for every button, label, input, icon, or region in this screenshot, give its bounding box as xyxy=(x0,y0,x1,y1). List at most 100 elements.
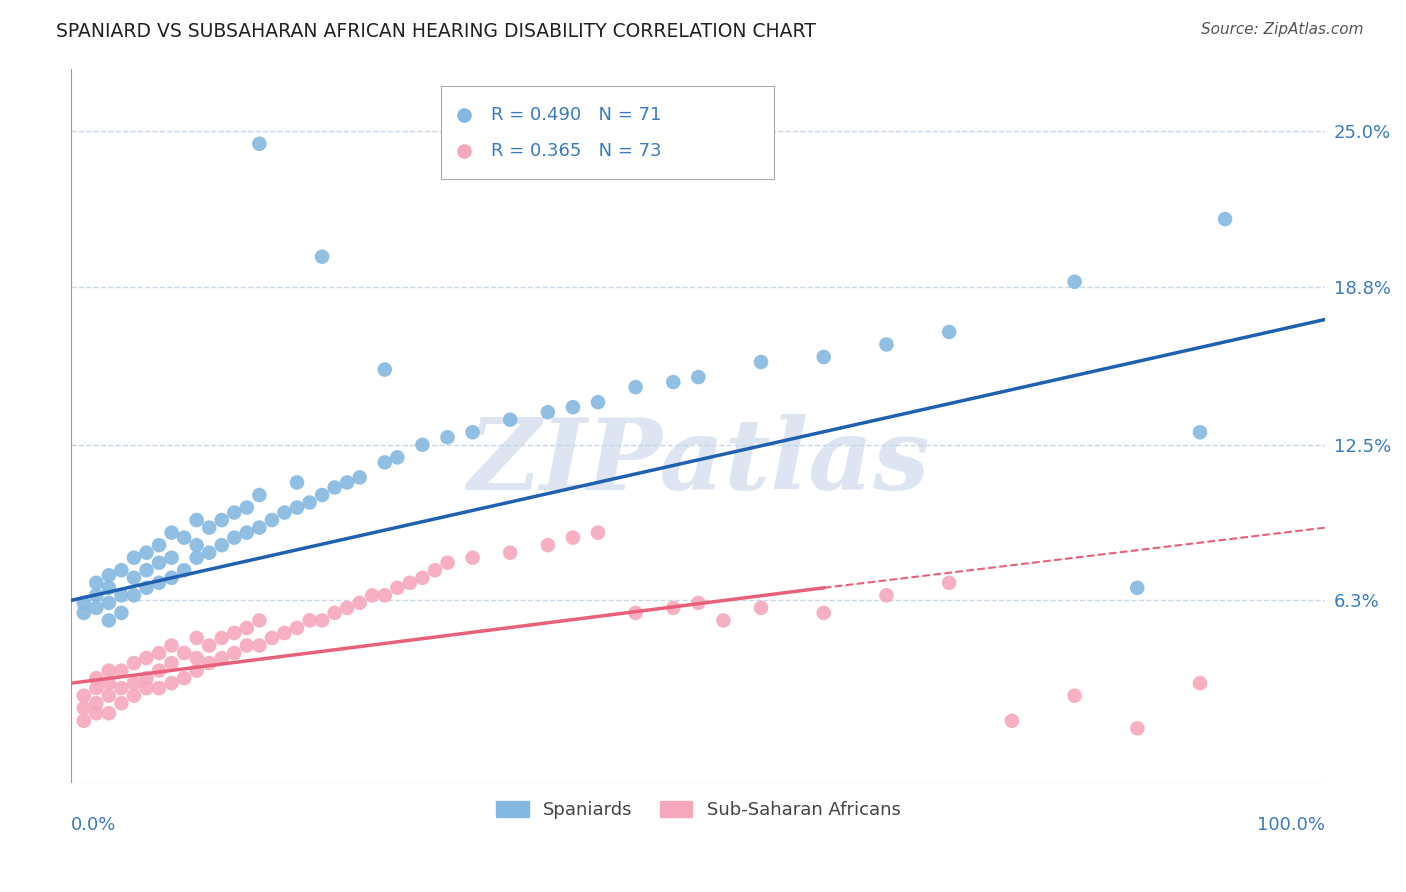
Point xyxy=(1063,689,1085,703)
Point xyxy=(122,656,145,670)
Point xyxy=(387,450,409,465)
Point xyxy=(662,600,685,615)
Point xyxy=(374,455,396,469)
Point xyxy=(86,696,108,710)
Point xyxy=(236,621,259,635)
Point xyxy=(285,500,308,515)
Point xyxy=(148,664,170,678)
Point xyxy=(173,531,195,545)
Point xyxy=(499,546,522,560)
Point xyxy=(211,651,233,665)
Point xyxy=(285,621,308,635)
Point xyxy=(1063,275,1085,289)
Point xyxy=(110,681,132,695)
Text: 0.0%: 0.0% xyxy=(72,815,117,834)
Point xyxy=(875,588,897,602)
Legend: Spaniards, Sub-Saharan Africans: Spaniards, Sub-Saharan Africans xyxy=(486,792,910,828)
Point xyxy=(97,676,120,690)
Point xyxy=(86,671,108,685)
Point xyxy=(73,714,96,728)
Point xyxy=(361,588,384,602)
Point xyxy=(1188,676,1211,690)
Point xyxy=(97,596,120,610)
Point xyxy=(236,500,259,515)
Point xyxy=(323,480,346,494)
Point xyxy=(173,646,195,660)
Point xyxy=(273,626,295,640)
Point xyxy=(1126,581,1149,595)
Point xyxy=(285,475,308,490)
Point xyxy=(198,546,221,560)
Point xyxy=(336,475,359,490)
Point xyxy=(1126,721,1149,735)
Point xyxy=(236,525,259,540)
Point xyxy=(186,651,208,665)
Point xyxy=(349,470,371,484)
Point xyxy=(938,325,960,339)
Point xyxy=(247,136,270,151)
Point xyxy=(86,706,108,721)
Point xyxy=(186,538,208,552)
Point xyxy=(461,550,484,565)
Point xyxy=(713,614,735,628)
Point xyxy=(387,581,409,595)
Point xyxy=(247,520,270,534)
Point xyxy=(211,631,233,645)
Point xyxy=(662,375,685,389)
Point xyxy=(875,337,897,351)
Point xyxy=(749,355,772,369)
Text: Source: ZipAtlas.com: Source: ZipAtlas.com xyxy=(1201,22,1364,37)
Point xyxy=(86,588,108,602)
Point xyxy=(1001,714,1024,728)
Point xyxy=(160,571,183,585)
Point xyxy=(411,438,433,452)
Point xyxy=(224,531,246,545)
Point xyxy=(436,556,458,570)
Point xyxy=(586,525,609,540)
Point xyxy=(160,525,183,540)
Point xyxy=(160,550,183,565)
Point xyxy=(224,506,246,520)
Point xyxy=(298,614,321,628)
Point xyxy=(148,556,170,570)
Point xyxy=(198,520,221,534)
Point xyxy=(97,689,120,703)
Point xyxy=(86,681,108,695)
Point xyxy=(461,425,484,440)
Point xyxy=(97,664,120,678)
Text: SPANIARD VS SUBSAHARAN AFRICAN HEARING DISABILITY CORRELATION CHART: SPANIARD VS SUBSAHARAN AFRICAN HEARING D… xyxy=(56,22,815,41)
Point xyxy=(148,538,170,552)
Point xyxy=(97,614,120,628)
Text: ZIPatlas: ZIPatlas xyxy=(467,414,929,510)
Point xyxy=(537,538,560,552)
Point xyxy=(135,651,157,665)
Point xyxy=(135,671,157,685)
Point xyxy=(186,550,208,565)
Point xyxy=(73,689,96,703)
Point xyxy=(624,380,647,394)
Point xyxy=(323,606,346,620)
Point xyxy=(160,656,183,670)
Point xyxy=(135,681,157,695)
Point xyxy=(135,581,157,595)
Point xyxy=(173,563,195,577)
Point xyxy=(86,600,108,615)
FancyBboxPatch shape xyxy=(441,87,773,179)
Point xyxy=(1188,425,1211,440)
Point xyxy=(211,513,233,527)
Point xyxy=(211,538,233,552)
Point xyxy=(561,531,583,545)
Point xyxy=(122,676,145,690)
Point xyxy=(135,546,157,560)
Point xyxy=(260,631,283,645)
Point xyxy=(73,701,96,715)
Text: R = 0.365   N = 73: R = 0.365 N = 73 xyxy=(491,142,662,160)
Point xyxy=(247,488,270,502)
Point xyxy=(173,671,195,685)
Point xyxy=(97,706,120,721)
Point xyxy=(148,681,170,695)
Point xyxy=(122,571,145,585)
Point xyxy=(122,588,145,602)
Point xyxy=(86,575,108,590)
Point xyxy=(236,639,259,653)
